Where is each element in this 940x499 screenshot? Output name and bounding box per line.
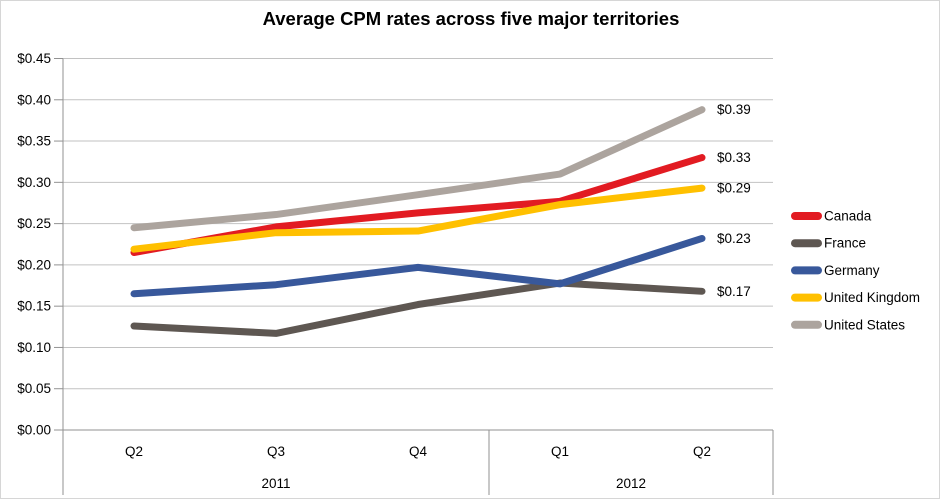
x-year-label: 2012 xyxy=(616,476,646,491)
legend-swatch xyxy=(791,239,822,248)
y-tick-label: $0.35 xyxy=(17,134,51,149)
chart-title: Average CPM rates across five major terr… xyxy=(262,8,680,29)
y-tick-label: $0.25 xyxy=(17,216,51,231)
legend-label: United Kingdom xyxy=(824,290,920,305)
y-tick-label: $0.05 xyxy=(17,381,51,396)
legend-label: United States xyxy=(824,317,905,332)
y-tick-label: $0.45 xyxy=(17,51,51,66)
x-quarter-label: Q4 xyxy=(409,444,428,459)
y-tick-label: $0.30 xyxy=(17,175,51,190)
series-end-label: $0.23 xyxy=(717,231,751,246)
series-end-label: $0.17 xyxy=(717,284,751,299)
series-line-germany xyxy=(130,234,706,298)
legend-swatch xyxy=(791,293,822,302)
y-tick-label: $0.40 xyxy=(17,92,51,107)
x-quarter-label: Q1 xyxy=(551,444,569,459)
series-line-france xyxy=(130,279,706,337)
series-line-united-states xyxy=(130,106,706,232)
series-end-label: $0.29 xyxy=(717,181,751,196)
y-tick-label: $0.15 xyxy=(17,299,51,314)
series-end-label: $0.39 xyxy=(717,102,751,117)
series-end-label: $0.33 xyxy=(717,150,751,165)
x-quarter-label: Q2 xyxy=(693,444,711,459)
x-quarter-label: Q3 xyxy=(267,444,285,459)
legend-label: Germany xyxy=(824,263,880,278)
legend-label: Canada xyxy=(824,209,872,224)
legend-label: France xyxy=(824,236,866,251)
y-tick-label: $0.10 xyxy=(17,340,51,355)
legend-swatch xyxy=(791,320,822,329)
y-tick-label: $0.00 xyxy=(17,423,51,438)
x-year-label: 2011 xyxy=(261,476,290,491)
series-line-united-kingdom xyxy=(130,184,706,253)
x-quarter-label: Q2 xyxy=(125,444,143,459)
legend-swatch xyxy=(791,212,822,220)
legend-swatch xyxy=(791,266,822,275)
y-tick-label: $0.20 xyxy=(17,257,51,272)
